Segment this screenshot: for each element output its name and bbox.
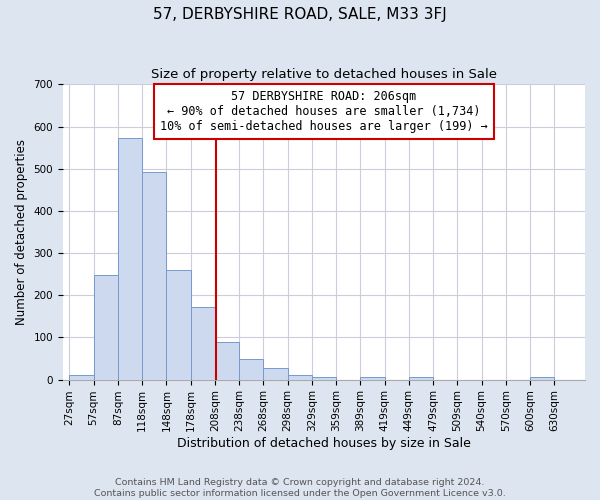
Bar: [191, 307, 215, 380]
Bar: [215, 342, 239, 380]
Bar: [239, 360, 263, 380]
Bar: [263, 368, 287, 380]
Bar: [312, 376, 336, 380]
X-axis label: Distribution of detached houses by size in Sale: Distribution of detached houses by size …: [177, 437, 471, 450]
Bar: [530, 378, 554, 380]
Bar: [361, 378, 385, 380]
Bar: [94, 276, 118, 380]
Text: 57, DERBYSHIRE ROAD, SALE, M33 3FJ: 57, DERBYSHIRE ROAD, SALE, M33 3FJ: [153, 8, 447, 22]
Bar: [409, 377, 433, 380]
Title: Size of property relative to detached houses in Sale: Size of property relative to detached ho…: [151, 68, 497, 80]
Bar: [70, 374, 94, 380]
Bar: [287, 374, 312, 380]
Bar: [166, 270, 191, 380]
Bar: [118, 138, 142, 380]
Bar: [142, 172, 166, 380]
Text: Contains HM Land Registry data © Crown copyright and database right 2024.
Contai: Contains HM Land Registry data © Crown c…: [94, 478, 506, 498]
Text: 57 DERBYSHIRE ROAD: 206sqm
← 90% of detached houses are smaller (1,734)
10% of s: 57 DERBYSHIRE ROAD: 206sqm ← 90% of deta…: [160, 90, 488, 134]
Y-axis label: Number of detached properties: Number of detached properties: [15, 139, 28, 325]
